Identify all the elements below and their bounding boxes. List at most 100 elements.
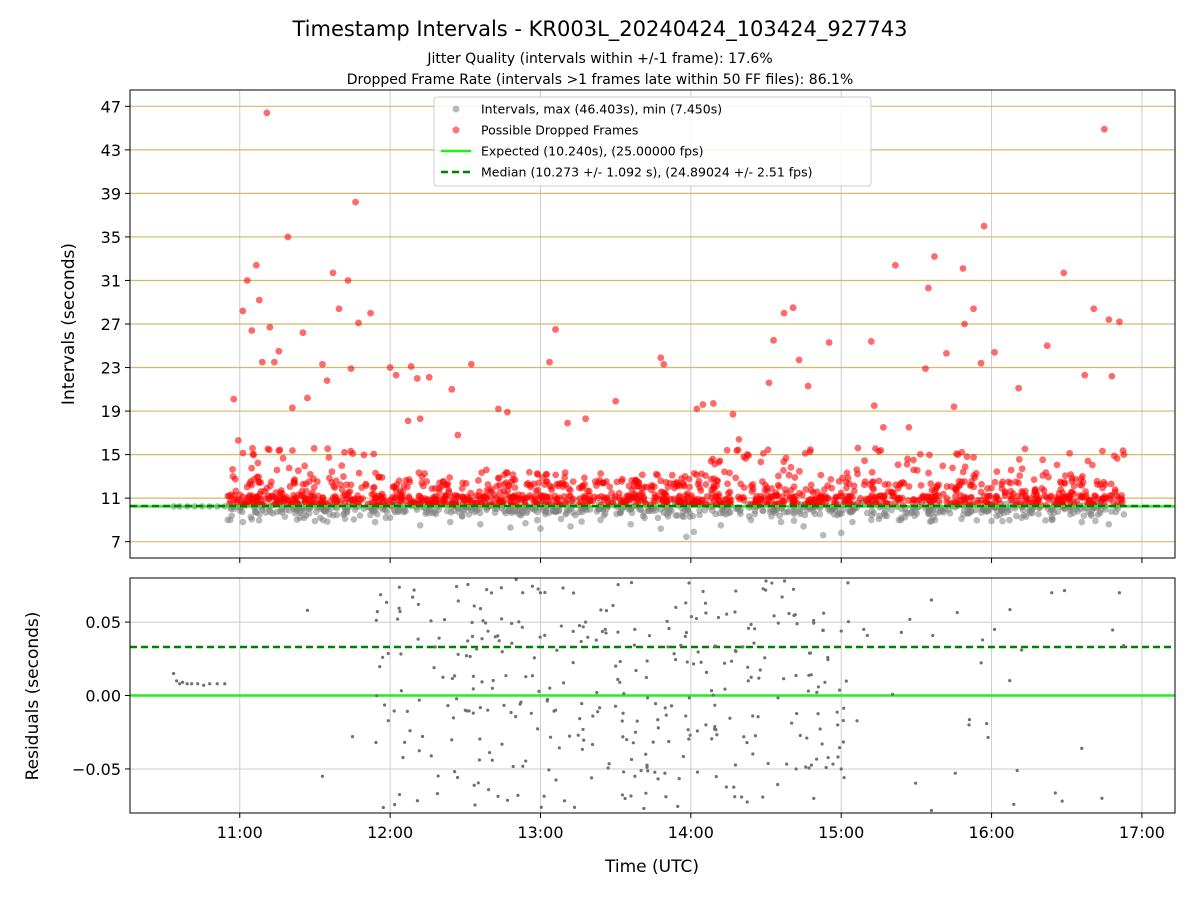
residual-point — [733, 795, 737, 799]
residual-point — [464, 654, 469, 658]
dropped-frame-point — [780, 498, 788, 506]
interval-point — [993, 512, 1000, 520]
residual-point — [629, 580, 634, 585]
interval-point — [683, 533, 690, 541]
interval-point — [371, 518, 379, 526]
residual-point — [734, 589, 738, 593]
residual-point — [914, 781, 918, 785]
residual-point — [816, 712, 820, 716]
residual-point — [618, 680, 622, 684]
interval-point — [628, 509, 636, 517]
residual-point — [677, 777, 681, 781]
residual-point — [547, 768, 551, 772]
dropped-frame-point — [370, 450, 378, 458]
residual-point — [223, 682, 227, 686]
dropped-frame-point — [1030, 491, 1038, 499]
dropped-frame-point — [1115, 318, 1123, 326]
dropped-frame-point — [867, 338, 875, 345]
dropped-frame-point — [823, 494, 831, 502]
dropped-frame-point — [1018, 465, 1026, 473]
interval-point — [836, 509, 843, 517]
dropped-frame-point — [561, 474, 569, 481]
residual-point — [1008, 608, 1012, 612]
dropped-frame-point — [446, 474, 454, 481]
interval-point — [868, 506, 876, 514]
residual-point — [450, 738, 454, 742]
dropped-frame-point — [415, 469, 423, 477]
residual-point — [472, 604, 476, 608]
residual-point — [684, 601, 688, 605]
residual-point — [401, 755, 405, 760]
residual-point — [953, 771, 957, 775]
residual-point — [382, 703, 387, 707]
dropped-frame-point — [1015, 456, 1023, 463]
dropped-frame-point — [1007, 492, 1015, 500]
dropped-frame-point — [638, 484, 646, 492]
residual-point — [815, 757, 819, 761]
dropped-frame-point — [507, 498, 515, 506]
interval-point — [712, 510, 719, 518]
dropped-frame-point — [294, 467, 302, 475]
residual-point — [672, 652, 676, 656]
interval-point — [679, 512, 686, 520]
dropped-frame-point — [314, 492, 322, 500]
dropped-frame-point — [509, 471, 517, 479]
dropped-frame-point — [264, 445, 272, 453]
dropped-frame-point — [842, 478, 850, 486]
residual-point — [437, 636, 441, 640]
interval-point — [248, 515, 256, 523]
residual-point — [642, 806, 646, 811]
residual-point — [559, 624, 563, 628]
residual-point — [606, 766, 610, 770]
residual-point — [466, 582, 470, 587]
x-tick-label: 17:00 — [1119, 823, 1165, 842]
residual-point — [483, 621, 488, 625]
dropped-frame-point — [981, 499, 988, 507]
residual-point — [435, 791, 440, 796]
dropped-frame-point — [639, 489, 646, 497]
interval-point — [382, 514, 389, 522]
dropped-frame-point — [267, 478, 275, 486]
interval-point — [674, 512, 681, 519]
dropped-frame-point — [234, 437, 242, 444]
residual-point — [500, 650, 504, 654]
residual-point — [185, 682, 189, 686]
interval-point — [881, 512, 889, 519]
residual-point — [836, 723, 840, 727]
residual-point — [787, 611, 791, 616]
residual-point — [633, 627, 637, 631]
dropped-frame-point — [552, 326, 559, 333]
residual-point — [555, 648, 559, 652]
dropped-frame-point — [580, 474, 588, 482]
dropped-frame-point — [276, 446, 284, 454]
dropped-frame-point — [993, 468, 1001, 476]
dropped-frame-point — [448, 385, 456, 393]
dropped-frame-point — [1039, 456, 1047, 464]
residual-point — [625, 737, 629, 742]
residual-point — [714, 774, 718, 779]
x-tick-label: 14:00 — [668, 823, 714, 842]
residual-point — [1080, 746, 1084, 750]
interval-point — [1096, 509, 1104, 517]
dropped-frame-point — [774, 481, 782, 489]
dropped-frame-point — [302, 487, 310, 495]
residual-point — [739, 795, 744, 799]
interval-point — [998, 507, 1005, 515]
interval-point — [737, 510, 744, 518]
dropped-frame-point — [681, 498, 689, 506]
legend-label-expected: Expected (10.240s), (25.00000 fps) — [481, 144, 703, 159]
dropped-frame-point — [648, 483, 655, 491]
intervals-panel: 7 11 15 19 23 27 31 35 39 43 47 Intervals (seconds… — [59, 89, 1176, 563]
residual-point — [603, 627, 607, 631]
interval-point — [507, 524, 514, 531]
residual-point — [745, 800, 749, 804]
dropped-frame-point — [1042, 469, 1050, 476]
dropped-frame-point — [885, 481, 892, 488]
dropped-frame-point — [484, 481, 492, 488]
dropped-frame-point — [738, 494, 746, 502]
dropped-frame-point — [910, 456, 917, 464]
dropped-frame-point — [266, 323, 274, 331]
residual-point — [780, 595, 784, 599]
residual-point — [687, 696, 691, 700]
residual-point — [709, 689, 714, 693]
